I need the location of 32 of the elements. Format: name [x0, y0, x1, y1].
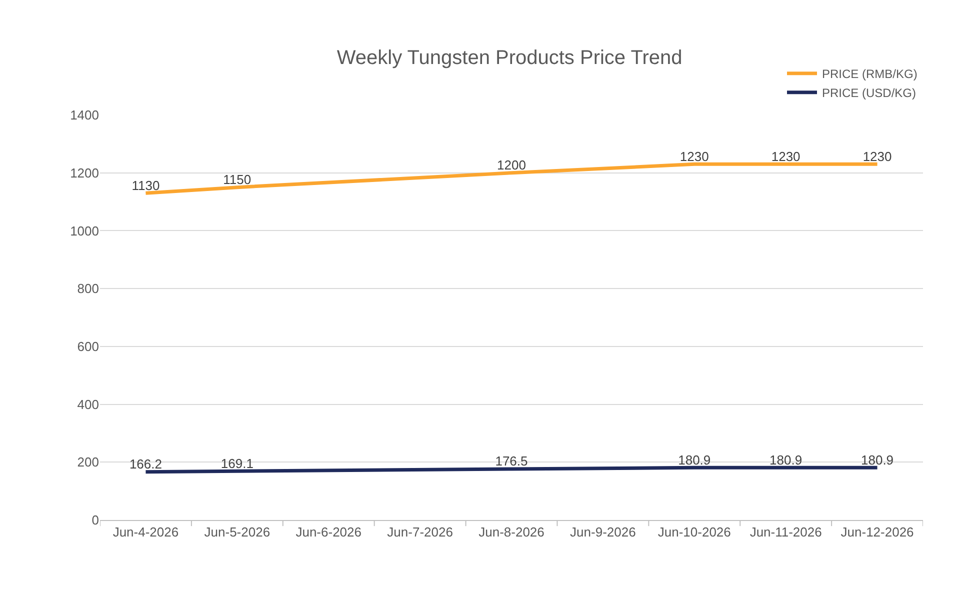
- y-tick-label: 1400: [70, 108, 99, 123]
- x-tick-label: Jun-5-2026: [204, 524, 270, 540]
- y-tick-label: 400: [77, 396, 99, 412]
- data-label: 1150: [223, 172, 252, 188]
- data-label: 166.2: [129, 456, 162, 472]
- data-label: 1230: [771, 148, 800, 164]
- x-tick-label: Jun-7-2026: [387, 524, 453, 540]
- data-label: 180.9: [861, 452, 894, 468]
- y-tick-label: 600: [77, 338, 99, 354]
- data-label: 1130: [132, 178, 160, 193]
- x-tick-label: Jun-9-2026: [570, 524, 636, 540]
- legend-label: PRICE (USD/KG): [822, 86, 916, 100]
- x-tick-label: Jun-10-2026: [658, 524, 731, 540]
- data-label: 176.5: [495, 454, 528, 469]
- y-tick-label: 1200: [70, 165, 99, 180]
- x-tick-label: Jun-8-2026: [478, 524, 544, 540]
- legend-label: PRICE (RMB/KG): [822, 67, 918, 82]
- data-label: 180.9: [678, 452, 711, 468]
- x-tick-label: Jun-11-2026: [750, 524, 822, 540]
- data-label: 169.1: [220, 456, 254, 471]
- data-label: 180.9: [770, 452, 802, 468]
- y-tick-label: 200: [77, 454, 99, 470]
- data-label: 1230: [680, 148, 709, 164]
- data-label: 1200: [497, 158, 526, 173]
- y-tick-label: 800: [77, 281, 99, 296]
- x-tick-label: Jun-12-2026: [840, 524, 914, 540]
- x-tick-label: Jun-4-2026: [112, 524, 179, 540]
- chart-title: Weekly Tungsten Products Price Trend: [336, 47, 682, 69]
- y-tick-label: 0: [92, 512, 99, 528]
- x-tick-label: Jun-6-2026: [296, 524, 362, 540]
- y-tick-label: 1000: [70, 223, 99, 238]
- data-label: 1230: [862, 148, 892, 164]
